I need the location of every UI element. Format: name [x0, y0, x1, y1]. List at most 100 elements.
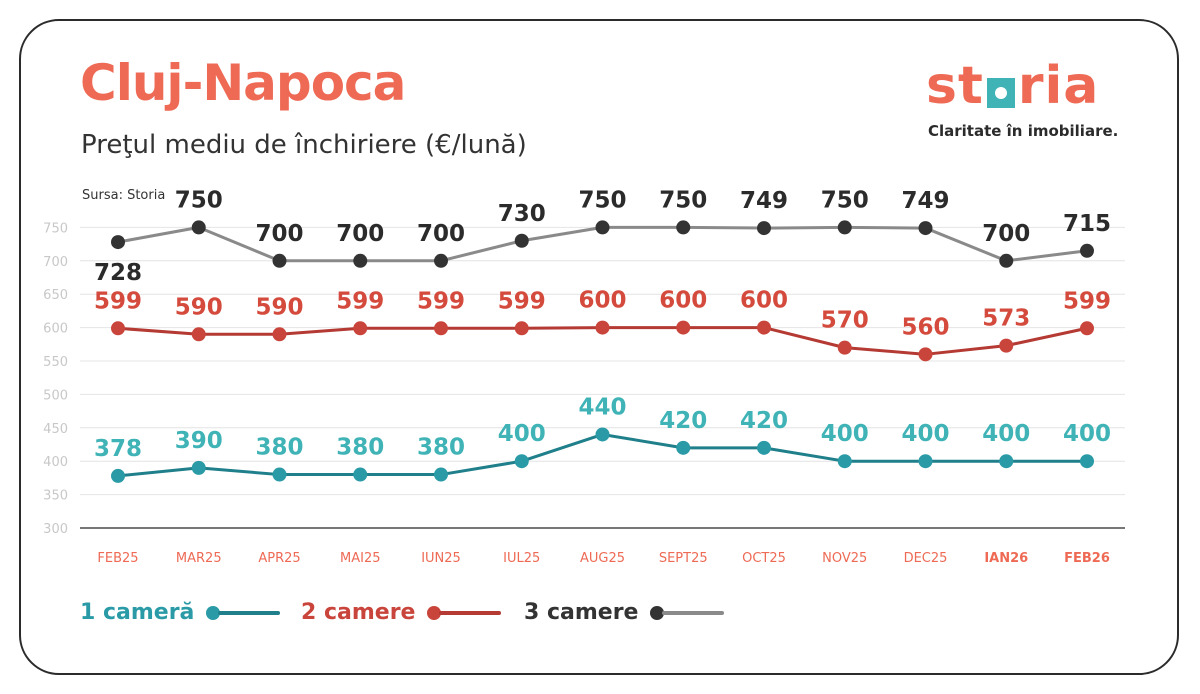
series-3: 728 750 700 700 700 730 750 750 749 750 749 700 715 [94, 187, 1111, 286]
logo-tagline: Claritate în imobiliare. [928, 122, 1119, 140]
y-tick-label: 300 [43, 522, 68, 537]
data-point [676, 320, 691, 335]
legend-line-icon [662, 610, 725, 615]
data-point [514, 321, 529, 336]
data-label: 590 [255, 294, 303, 320]
data-label: 599 [498, 288, 546, 314]
data-point [676, 220, 691, 235]
x-tick-label: AUG25 [580, 551, 625, 566]
data-label: 400 [498, 421, 546, 447]
data-label: 599 [417, 288, 465, 314]
data-label: 750 [821, 187, 869, 213]
data-point [111, 235, 125, 250]
data-label: 750 [578, 187, 626, 213]
y-tick-label: 350 [43, 489, 68, 504]
data-point [595, 220, 610, 235]
data-label: 700 [336, 221, 384, 247]
legend-marker-icon [427, 605, 442, 620]
data-label: 400 [1063, 421, 1111, 447]
data-label: 730 [498, 201, 546, 227]
x-tick-label: APR25 [258, 551, 300, 566]
x-tick-label: MAR25 [176, 551, 222, 566]
data-point [272, 253, 287, 268]
data-point [272, 327, 287, 342]
data-point [1080, 243, 1094, 258]
data-point [1080, 454, 1094, 469]
logo-wordmark: st ria [926, 60, 1099, 112]
data-point [918, 221, 933, 236]
x-tick-label: FEB25 [97, 551, 138, 566]
data-point [353, 467, 368, 482]
data-point [434, 253, 448, 268]
logo-text-right: ria [1017, 56, 1100, 116]
data-label: 420 [740, 408, 788, 434]
data-point [595, 320, 610, 335]
data-label: 750 [659, 187, 707, 213]
data-label: 600 [578, 288, 626, 314]
data-label: 749 [901, 188, 949, 214]
data-point [272, 467, 287, 482]
data-label: 599 [336, 288, 384, 314]
data-point [353, 253, 368, 268]
data-label: 570 [821, 308, 869, 334]
data-point [1080, 321, 1094, 336]
legend-marker-icon [206, 605, 221, 620]
data-point [514, 454, 529, 469]
data-label: 600 [659, 288, 707, 314]
data-label: 700 [417, 221, 465, 247]
source-note: Sursa: Storia [82, 188, 166, 203]
data-label: 378 [94, 436, 142, 462]
data-label: 400 [821, 421, 869, 447]
x-tick-label: IUN25 [421, 551, 461, 566]
data-point [757, 221, 771, 236]
data-label: 599 [1063, 288, 1111, 314]
data-label: 380 [417, 435, 465, 461]
data-label: 390 [175, 428, 223, 454]
y-tick-label: 500 [43, 388, 68, 403]
y-tick-label: 400 [43, 455, 68, 470]
data-label: 728 [94, 260, 142, 286]
legend-label-1-camera: 1 cameră [80, 600, 195, 625]
data-point [111, 321, 125, 336]
data-point [191, 220, 206, 235]
legend-label-2-camere: 2 camere [301, 600, 416, 625]
data-point [434, 467, 448, 482]
data-label: 380 [336, 435, 384, 461]
legend-item-2-camere: 2 camere [301, 600, 502, 625]
data-point [999, 253, 1014, 268]
series-2: 599 590 590 599 599 599 600 600 600 570 560 573 599 [94, 288, 1111, 362]
data-point [111, 468, 125, 483]
data-label: 600 [740, 288, 788, 314]
x-axis-ticks: FEB25 MAR25 APR25 MAI25 IUN25 IUL25 AUG25 SEPT2… [97, 551, 1109, 566]
data-label: 599 [94, 288, 142, 314]
data-point [918, 454, 933, 469]
page-title: Cluj-Napoca [80, 54, 406, 112]
data-label: 420 [659, 408, 707, 434]
data-label: 400 [982, 421, 1030, 447]
legend-line-icon [439, 610, 502, 615]
logo-text-left: st [926, 56, 984, 116]
data-point [999, 454, 1014, 469]
data-label: 380 [255, 435, 303, 461]
y-tick-label: 600 [43, 322, 68, 337]
data-point [837, 220, 852, 235]
data-label: 715 [1063, 211, 1111, 237]
legend-label-3-camere: 3 camere [524, 600, 639, 625]
chart-subtitle: Preţul mediu de închiriere (€/lună) [81, 130, 527, 160]
data-label: 750 [175, 187, 223, 213]
y-tick-label: 550 [43, 355, 68, 370]
legend-marker-icon [650, 605, 665, 620]
x-tick-label: FEB26 [1064, 551, 1110, 566]
data-point [434, 321, 448, 336]
x-tick-label: SEPT25 [659, 551, 708, 566]
series-layer: 378 390 380 380 380 400 440 420 420 400 400 400 400 5… [94, 187, 1111, 483]
data-label: 573 [982, 306, 1030, 332]
data-point [918, 347, 933, 362]
data-label: 560 [901, 314, 949, 340]
y-tick-label: 700 [43, 255, 68, 270]
data-point [353, 321, 368, 336]
data-point [999, 338, 1014, 353]
y-tick-label: 650 [43, 288, 68, 303]
logo-o-icon [986, 78, 1015, 108]
